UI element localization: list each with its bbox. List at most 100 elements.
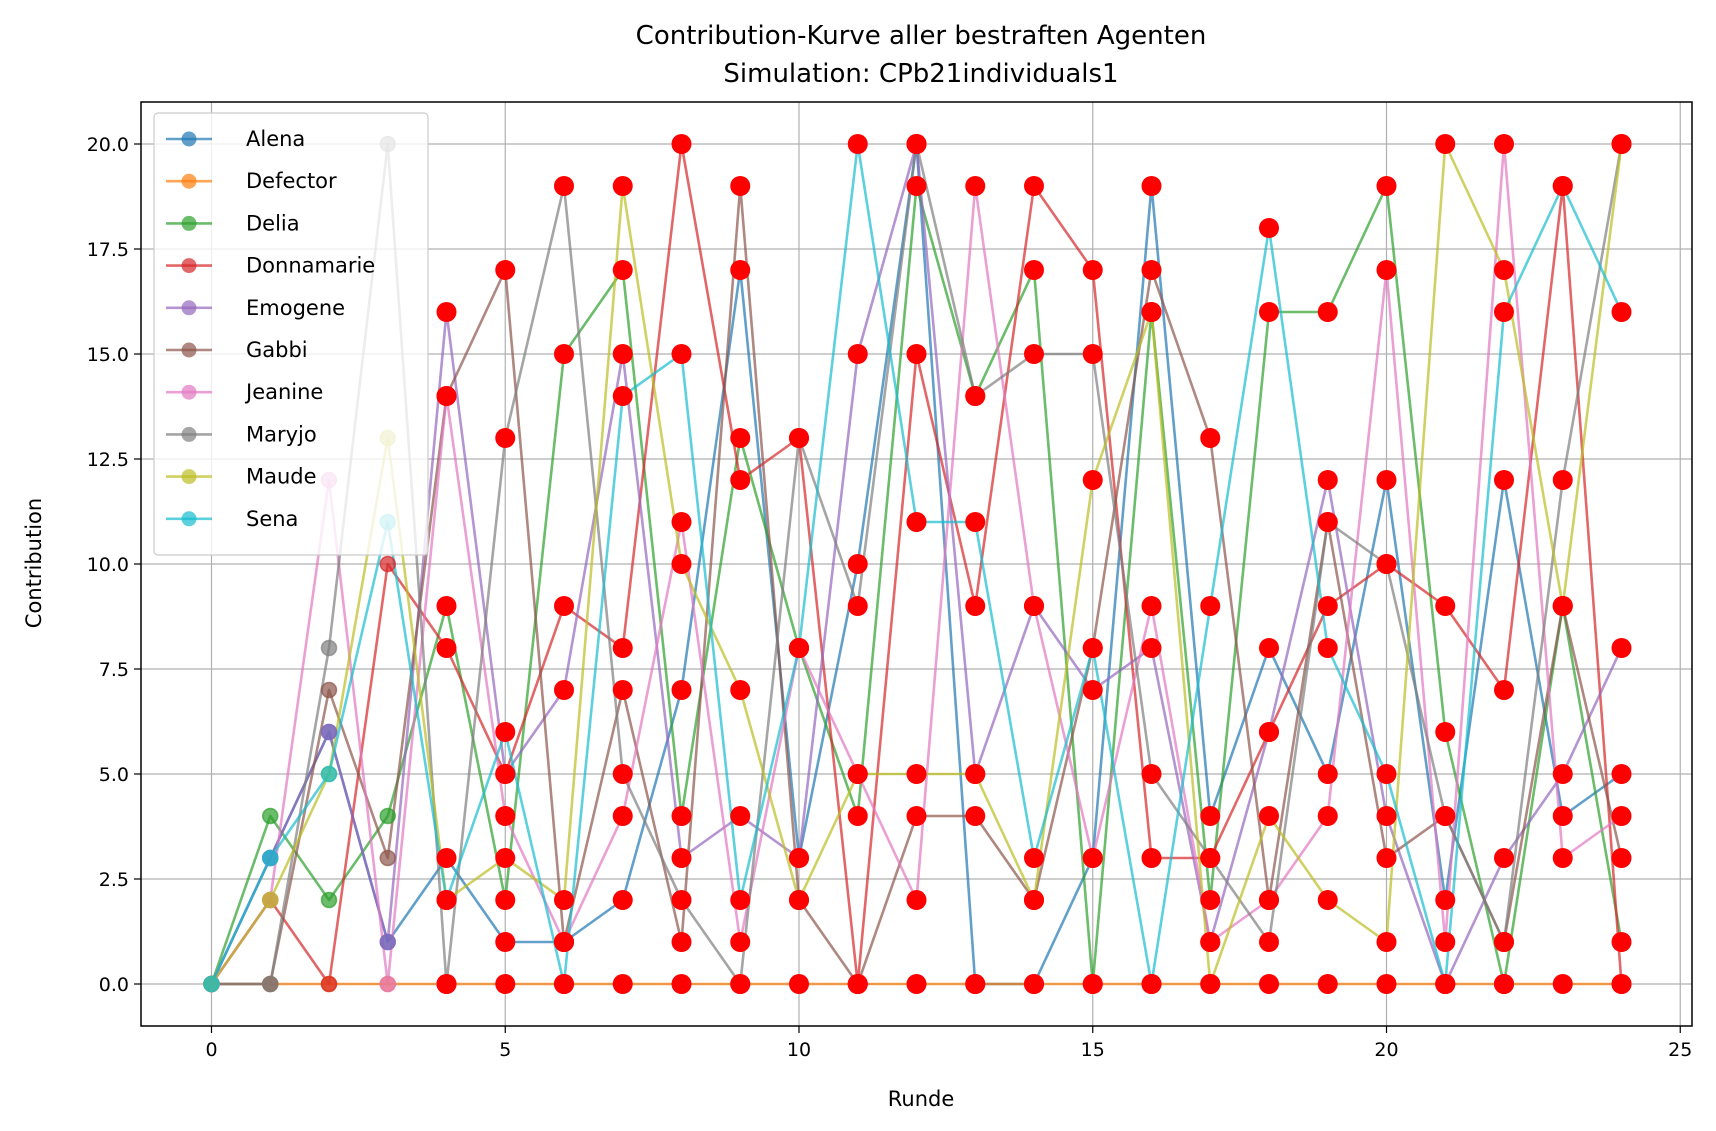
punishment-marker	[1552, 806, 1573, 826]
punishment-marker	[1494, 470, 1514, 490]
punishment-marker	[847, 344, 868, 364]
data-point	[320, 681, 338, 699]
y-tick-label: 7.5	[99, 659, 129, 681]
punishment-marker	[1141, 176, 1162, 196]
punishment-marker	[847, 134, 868, 154]
x-tick-label: 0	[205, 1039, 217, 1061]
punishment-marker	[612, 974, 633, 994]
legend-marker	[181, 384, 197, 400]
legend-box	[153, 112, 429, 556]
legend-label: Maude	[246, 465, 317, 489]
data-point	[320, 975, 338, 993]
punishment-marker	[1435, 722, 1456, 742]
punishment-marker	[1435, 890, 1456, 910]
punishment-marker	[436, 974, 457, 994]
punishment-marker	[1259, 974, 1279, 994]
punishment-marker	[1317, 806, 1338, 826]
data-point	[262, 849, 279, 867]
punishment-marker	[1024, 260, 1044, 280]
punishment-marker	[1317, 302, 1338, 322]
punishment-marker	[1082, 260, 1103, 280]
punishment-marker	[495, 974, 516, 994]
y-tick-label: 12.5	[87, 449, 129, 471]
punishment-marker	[1552, 764, 1573, 784]
data-point	[320, 639, 338, 657]
data-point	[379, 975, 396, 993]
data-point	[262, 807, 279, 825]
punishment-marker	[1494, 848, 1514, 868]
punishment-marker	[789, 638, 809, 658]
punishment-marker	[847, 764, 868, 784]
data-point	[379, 555, 396, 573]
punishment-marker	[1024, 344, 1044, 364]
punishment-marker	[1024, 890, 1044, 910]
legend-label: Maryjo	[246, 422, 317, 446]
punishment-marker	[1141, 848, 1162, 868]
punishment-marker	[1024, 974, 1044, 994]
punishment-marker	[906, 344, 927, 364]
y-tick-label: 10.0	[87, 554, 129, 576]
punishment-marker	[1141, 638, 1162, 658]
punishment-marker	[1317, 974, 1338, 994]
punishment-marker	[1376, 470, 1397, 490]
y-tick-label: 20.0	[87, 134, 129, 156]
punishment-marker	[789, 890, 809, 910]
punishment-marker	[1494, 680, 1514, 700]
punishment-marker	[1435, 974, 1456, 994]
punishment-marker	[495, 260, 516, 280]
punishment-marker	[612, 806, 633, 826]
y-tick-label: 17.5	[87, 239, 129, 261]
punishment-marker	[906, 764, 927, 784]
punishment-marker	[1141, 260, 1162, 280]
punishment-marker	[1259, 722, 1279, 742]
legend-marker	[181, 173, 197, 189]
punishment-marker	[554, 176, 574, 196]
punishment-marker	[554, 890, 574, 910]
punishment-marker	[1435, 932, 1456, 952]
punishment-marker	[1200, 932, 1221, 952]
punishment-marker	[1435, 596, 1456, 616]
legend-label: Jeanine	[244, 380, 323, 404]
punishment-marker	[965, 176, 986, 196]
legend-marker	[181, 469, 197, 485]
punishment-marker	[495, 932, 516, 952]
punishment-marker	[1200, 974, 1221, 994]
punishment-marker	[1024, 848, 1044, 868]
punishment-marker	[730, 932, 751, 952]
punishment-marker	[1082, 680, 1103, 700]
chart-title: Contribution-Kurve aller bestraften Agen…	[636, 21, 1207, 51]
data-point	[320, 723, 338, 741]
legend-label: Emogene	[246, 296, 345, 320]
punishment-marker	[1317, 512, 1338, 532]
punishment-marker	[730, 974, 751, 994]
punishment-marker	[1082, 848, 1103, 868]
legend: Alena Defector Delia Donnamarie Emogene Gabbi…	[153, 112, 429, 556]
punishment-marker	[1141, 974, 1162, 994]
x-tick-label: 5	[499, 1039, 511, 1061]
punishment-marker	[1552, 974, 1573, 994]
punishment-marker	[671, 512, 692, 532]
data-point	[203, 975, 220, 993]
punishment-marker	[1494, 932, 1514, 952]
punishment-marker	[906, 974, 927, 994]
punishment-marker	[1259, 302, 1279, 322]
punishment-marker	[1024, 596, 1044, 616]
punishment-marker	[1259, 890, 1279, 910]
y-tick-label: 15.0	[87, 344, 129, 366]
punishment-marker	[1141, 596, 1162, 616]
punishment-marker	[436, 386, 457, 406]
punishment-marker	[612, 680, 633, 700]
x-tick-label: 15	[1081, 1039, 1105, 1061]
punishment-marker	[671, 554, 692, 574]
legend-marker	[181, 215, 197, 231]
punishment-marker	[1376, 974, 1397, 994]
punishment-marker	[1611, 134, 1632, 154]
punishment-marker	[671, 974, 692, 994]
punishment-marker	[965, 596, 986, 616]
punishment-marker	[671, 890, 692, 910]
punishment-marker	[1317, 470, 1338, 490]
punishment-marker	[1200, 428, 1221, 448]
x-tick-label: 20	[1374, 1039, 1398, 1061]
punishment-marker	[1494, 974, 1514, 994]
punishment-marker	[1317, 764, 1338, 784]
